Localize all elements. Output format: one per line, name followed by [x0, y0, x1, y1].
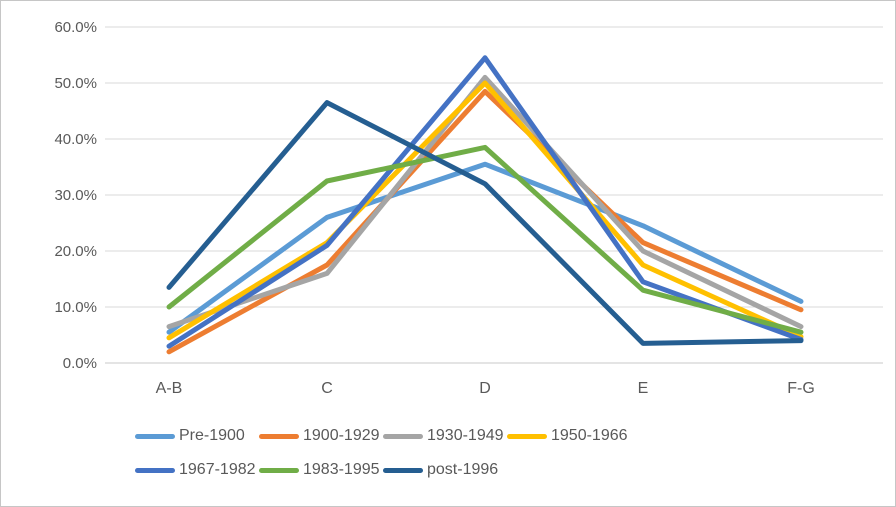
legend-item-1950-1966: 1950-1966	[507, 428, 631, 444]
legend-label: 1950-1966	[551, 427, 628, 444]
legend-label: 1983-1995	[303, 461, 380, 478]
x-axis-category-label: C	[321, 380, 333, 397]
legend-swatch-1983-1995	[259, 467, 299, 473]
legend-item-1967-1982: 1967-1982	[135, 462, 259, 478]
legend-item-pre-1900: Pre-1900	[135, 428, 259, 444]
legend-item-1900-1929: 1900-1929	[259, 428, 383, 444]
legend-swatch-1930-1949	[383, 433, 423, 439]
series-line-1967-1982	[166, 55, 804, 349]
y-axis-tick-label: 60.0%	[54, 19, 97, 36]
x-axis-category-label: E	[638, 380, 649, 397]
legend-label: 1967-1982	[179, 461, 256, 478]
series-line-pre-1900	[166, 161, 804, 335]
line-chart: 0.0% 10.0% 20.0% 30.0% 40.0% 50.0% 60.0% A-B C D E…	[54, 19, 883, 397]
legend-label: Pre-1900	[179, 427, 245, 444]
y-axis-tick-label: 40.0%	[54, 131, 97, 148]
legend-row: 1967-1982 1983-1995 post-1996	[135, 453, 835, 487]
y-axis-tick-label: 50.0%	[54, 75, 97, 92]
legend-swatch-1967-1982	[135, 467, 175, 473]
legend-swatch-1900-1929	[259, 433, 299, 439]
legend-label: 1900-1929	[303, 427, 380, 444]
series-line-1983-1995	[166, 144, 804, 335]
legend-swatch-pre-1900	[135, 433, 175, 439]
series-line-1900-1929	[166, 88, 804, 355]
legend-row: Pre-1900 1900-1929 1930-1949 1950-1966	[135, 419, 835, 453]
x-axis-category-label: F-G	[787, 380, 815, 397]
legend-item-post-1996: post-1996	[383, 462, 507, 478]
legend-swatch-1950-1966	[507, 433, 547, 439]
legend-label: post-1996	[427, 461, 499, 478]
y-axis-tick-label: 10.0%	[54, 299, 97, 316]
y-axis-tick-label: 20.0%	[54, 243, 97, 260]
x-axis-category-label: A-B	[156, 380, 183, 397]
x-axis-category-label: D	[479, 380, 491, 397]
series-line-1930-1949	[166, 74, 804, 330]
y-axis-tick-label: 0.0%	[63, 355, 97, 372]
series-line-post-1996	[166, 100, 804, 346]
legend-item-1983-1995: 1983-1995	[259, 462, 383, 478]
legend-label: 1930-1949	[427, 427, 504, 444]
legend-item-1930-1949: 1930-1949	[383, 428, 507, 444]
y-axis-tick-label: 30.0%	[54, 187, 97, 204]
chart-legend: Pre-1900 1900-1929 1930-1949 1950-1966 1967-…	[135, 419, 835, 487]
legend-swatch-post-1996	[383, 467, 423, 473]
series-line-1950-1966	[166, 80, 804, 341]
